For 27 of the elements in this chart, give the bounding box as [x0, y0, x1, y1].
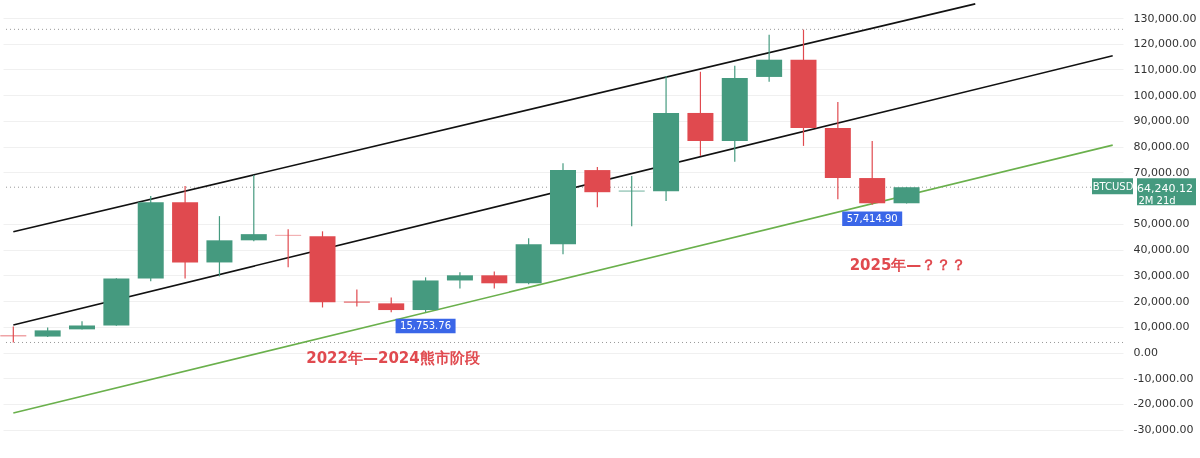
candlestick: [446, 271, 473, 290]
text: 64,240.12: [1137, 182, 1193, 195]
ref-line-label: BTCUSD: [1092, 181, 1134, 193]
y-tick-label: 130,000.00: [1133, 11, 1197, 25]
y-tick-label: 70,000.00: [1133, 165, 1190, 179]
candlestick: [343, 288, 370, 308]
y-tick-label: 90,000.00: [1133, 114, 1190, 128]
y-tick-label: 10,000.00: [1133, 320, 1190, 334]
y-tick-label: -30,000.00: [1133, 423, 1194, 437]
y-tick-label: -20,000.00: [1133, 397, 1194, 411]
y-tick-label: 40,000.00: [1133, 243, 1190, 257]
y-tick-label: 20,000.00: [1133, 294, 1190, 308]
y-tick-label: 30,000.00: [1133, 268, 1190, 282]
annotation: 57,414.90: [846, 212, 898, 224]
y-tick-label: 80,000.00: [1133, 140, 1190, 154]
text: 2M 21d: [1138, 195, 1176, 206]
annotation: 2022年—2024熊市阶段: [306, 349, 481, 367]
annotation: 2025年—？？？: [849, 256, 967, 274]
candlestick: [69, 320, 96, 331]
candlestick: [240, 174, 267, 242]
y-tick-label: 50,000.00: [1133, 217, 1190, 231]
y-tick-label: 110,000.00: [1133, 62, 1197, 76]
y-tick-label: 120,000.00: [1133, 37, 1197, 51]
y-tick-label: 100,000.00: [1133, 88, 1197, 102]
annotation: 15,753.76: [400, 319, 452, 331]
y-tick-label: -10,000.00: [1133, 371, 1194, 385]
y-tick-label: 0.00: [1133, 346, 1158, 360]
